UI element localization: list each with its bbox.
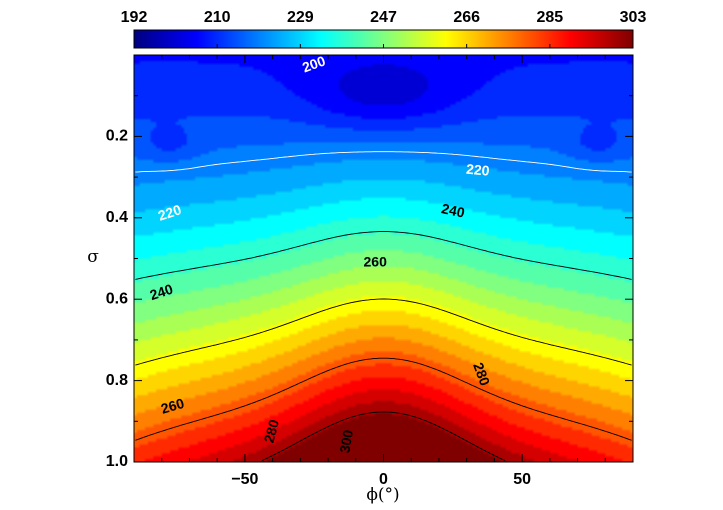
colorbar-tick-label: 303 [620, 9, 647, 26]
y-tick-label: 0.6 [106, 290, 128, 307]
contour-label: 260 [364, 253, 388, 269]
x-tick-label: −50 [231, 471, 258, 488]
contour-label: 260 [159, 395, 186, 417]
contour-label: 280 [470, 360, 493, 388]
contour-line-240 [135, 231, 632, 280]
contour-line-300 [261, 411, 506, 461]
colorbar-tick-label: 247 [370, 9, 397, 26]
y-tick-label: 0.8 [106, 372, 128, 389]
y-axis: 0.2 0.4 0.6 0.8 1.0 [106, 95, 633, 470]
contour-line-220 [135, 151, 632, 173]
contour-label: 280 [261, 418, 283, 445]
contour-label: 200 [300, 52, 328, 75]
contour-label: 220 [466, 161, 491, 179]
colorbar-tick-label: 229 [287, 9, 314, 26]
temperature-heatmap [134, 55, 633, 462]
y-axis-label: σ [87, 247, 99, 267]
colorbar-tick-label: 266 [453, 9, 480, 26]
colorbar-tick-label: 285 [536, 9, 563, 26]
x-axis: −50 0 50 [161, 55, 606, 488]
colorbar-tick-label: 192 [121, 9, 148, 26]
plot-area: 200 220 220 240 240 260 260 280 280 300 −50 0 50 0.… [106, 52, 634, 488]
contour-label: 240 [148, 281, 175, 304]
colorbar: 192 210 229 247 266 285 303 [121, 9, 647, 49]
contour-line-260 [135, 298, 632, 366]
contour-label: 300 [336, 428, 356, 454]
contour-line-280 [135, 357, 632, 441]
contour-lines [135, 151, 632, 461]
y-tick-label: 0.2 [106, 128, 128, 145]
x-axis-label: ϕ(°) [366, 485, 399, 505]
y-tick-label: 0.4 [106, 209, 128, 226]
contour-label: 220 [156, 201, 183, 224]
x-tick-label: 0 [379, 471, 388, 488]
contour-label: 240 [440, 200, 466, 221]
y-tick-label: 1.0 [106, 453, 128, 470]
contour-labels: 200 220 220 240 240 260 260 280 280 300 [148, 52, 494, 454]
x-tick-label: 50 [513, 471, 531, 488]
colorbar-tick-label: 210 [204, 9, 231, 26]
